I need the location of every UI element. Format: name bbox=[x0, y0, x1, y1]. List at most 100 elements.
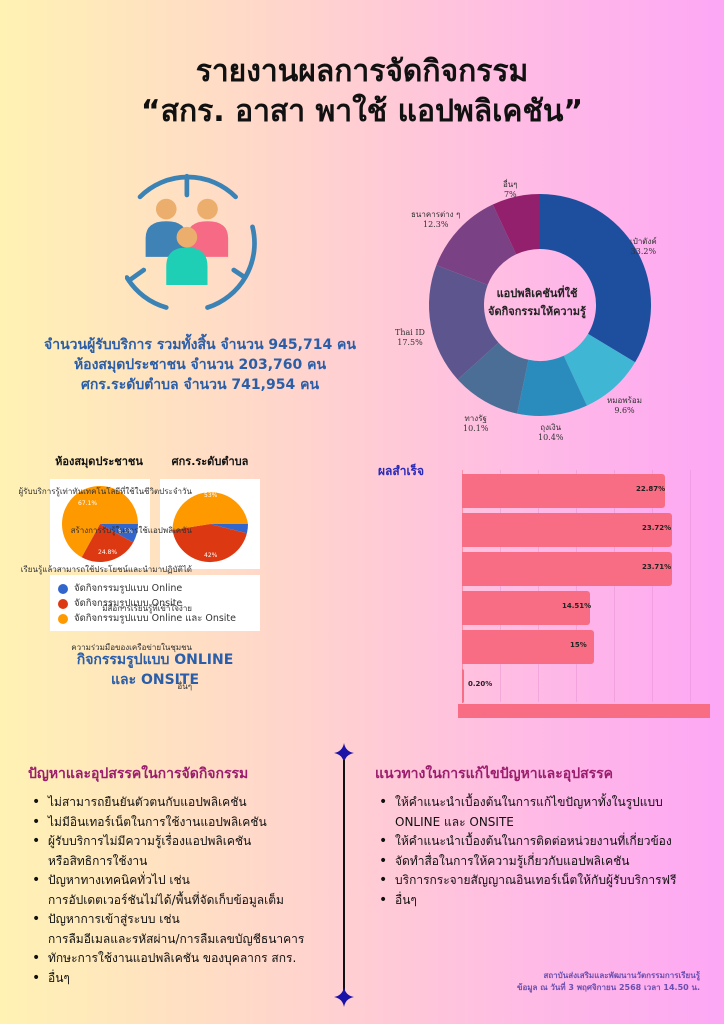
item-text: ให้คำแนะนำเบื้องต้นในการติดต่อหน่วยงานที… bbox=[395, 834, 672, 848]
problems-section: ปัญหาและอุปสรรคในการจัดกิจกรรม ไม่สามารถ… bbox=[28, 763, 348, 988]
bar-label: ความร่วมมือของเครือข่ายในชุมชน bbox=[71, 643, 192, 652]
bar bbox=[462, 552, 672, 586]
gridline bbox=[576, 470, 577, 702]
item-text: ไม่สามารถยืนยันตัวตนกับแอปพลิเคชัน bbox=[48, 795, 247, 809]
summary-library: ห้องสมุดประชาชน จำนวน 203,760 คน bbox=[73, 357, 327, 373]
legend-label: จัดกิจกรรมรูปแบบ Onsite bbox=[74, 598, 183, 609]
slice-pct: 7% bbox=[503, 190, 517, 199]
library-pie-title: ห้องสมุดประชาชน bbox=[55, 455, 143, 468]
library-pie-chart: 67.1% 8.1% 24.8% bbox=[50, 479, 150, 569]
bar-value: 23.72% bbox=[642, 524, 672, 532]
slice-name: ธนาคารต่าง ๆ bbox=[411, 210, 461, 219]
success-bar-chart: 22.87% ผู้รับบริการรู้เท่าทันเทคโนโลยีที… bbox=[18, 470, 710, 703]
app-usage-donut-chart: แอปพลิเคชันที่ใช้ จัดกิจกรรมให้ความรู้ เ… bbox=[395, 170, 715, 450]
item-text: การลืมอีเมลและรหัสผ่าน/การลืมเลขบัญชีธนา… bbox=[48, 931, 305, 946]
four-point-star-icon bbox=[334, 743, 354, 763]
subdistrict-pie-chart: 53% 42% bbox=[160, 479, 260, 569]
donut-label-tungngern: ถุงเงิน 10.4% bbox=[538, 423, 563, 443]
item-text: บริการกระจายสัญญาณอินเทอร์เน็ตให้กับผู้ร… bbox=[395, 873, 677, 887]
service-summary: จำนวนผู้รับบริการ รวมทั้งสิ้น จำนวน 945,… bbox=[20, 335, 380, 395]
red-dot-icon bbox=[58, 598, 68, 609]
list-item: อื่นๆ bbox=[28, 969, 348, 989]
list-item: ให้คำแนะนำเบื้องต้นในการแก้ไขปัญหาทั้งใน… bbox=[375, 793, 720, 832]
legend-item-online: จัดกิจกรรมรูปแบบ Online bbox=[58, 581, 252, 596]
bar bbox=[462, 669, 464, 703]
footer-timestamp: ข้อมูล ณ วันที่ 3 พฤศจิกายน 2568 เวลา 14… bbox=[516, 983, 700, 992]
donut-label-others: อื่นๆ 7% bbox=[503, 180, 518, 200]
slice-pct: 17.5% bbox=[397, 338, 423, 347]
item-text: หรือสิทธิการใช้งาน bbox=[48, 853, 148, 868]
summary-total: จำนวนผู้รับบริการ รวมทั้งสิ้น จำนวน 945,… bbox=[44, 337, 356, 353]
library-pct-online: 8.1% bbox=[118, 528, 134, 535]
list-item: ให้คำแนะนำเบื้องต้นในการติดต่อหน่วยงานที… bbox=[375, 832, 720, 852]
donut-center-line-2: จัดกิจกรรมให้ความรู้ bbox=[488, 305, 586, 318]
legend-label: จัดกิจกรรมรูปแบบ Online bbox=[74, 583, 183, 594]
legend-label: จัดกิจกรรมรูปแบบ Online และ Onsite bbox=[74, 613, 236, 624]
donut-label-tangrat: ทางรัฐ 10.1% bbox=[463, 414, 488, 434]
solutions-section: แนวทางในการแก้ไขปัญหาและอุปสรรค ให้คำแนะ… bbox=[375, 763, 720, 910]
mode-line-1: กิจกรรมรูปแบบ ONLINE bbox=[76, 652, 234, 668]
gridline bbox=[538, 470, 539, 702]
chart-scroll-bar bbox=[458, 704, 710, 718]
solutions-title: แนวทางในการแก้ไขปัญหาและอุปสรรค bbox=[375, 766, 614, 782]
slice-name: เป๋าตังค์ bbox=[630, 237, 657, 246]
bar-label: ผู้รับบริการรู้เท่าทันเทคโนโลยีที่ใช้ในช… bbox=[18, 487, 192, 496]
donut-label-mohpromt: หมอพร้อม 9.6% bbox=[607, 396, 642, 416]
list-item: ปัญหาทางเทคนิคทั่วไป เช่นการอัปเดตเวอร์ช… bbox=[28, 871, 348, 910]
list-item: จัดทำสื่อในการให้ความรู้เกี่ยวกับแอปพลิเ… bbox=[375, 852, 720, 872]
list-item: อื่นๆ bbox=[375, 891, 720, 911]
library-pct-both: 67.1% bbox=[78, 500, 98, 507]
slice-pct: 10.4% bbox=[538, 433, 564, 442]
list-item: ไม่สามารถยืนยันตัวตนกับแอปพลิเคชัน bbox=[28, 793, 348, 813]
list-item: ไม่มีอินเทอร์เน็ตในการใช้งานแอปพลิเคชัน bbox=[28, 813, 348, 833]
subdistrict-pct-both: 53% bbox=[204, 492, 218, 499]
subdistrict-pie-title: ศกร.ระดับตำบล bbox=[171, 455, 249, 468]
people-group-icon bbox=[124, 165, 275, 315]
gridline bbox=[690, 470, 691, 702]
donut-center-title: แอปพลิเคชันที่ใช้ จัดกิจกรรมให้ความรู้ bbox=[477, 285, 597, 321]
orange-dot-icon bbox=[58, 613, 68, 624]
mode-legend: จัดกิจกรรมรูปแบบ Online จัดกิจกรรมรูปแบบ… bbox=[50, 575, 260, 631]
problems-title: ปัญหาและอุปสรรคในการจัดกิจกรรม bbox=[28, 766, 249, 782]
legend-item-both: จัดกิจกรรมรูปแบบ Online และ Onsite bbox=[58, 611, 252, 626]
item-text: จัดทำสื่อในการให้ความรู้เกี่ยวกับแอปพลิเ… bbox=[395, 853, 630, 868]
blue-dot-icon bbox=[58, 583, 68, 594]
item-text: ผู้รับบริการไม่มีความรู้เรื่องแอปพลิเคชั… bbox=[48, 834, 252, 848]
title-line-2: “สกร. อาสา พาใช้ แอปพลิเคชัน” bbox=[140, 94, 584, 129]
library-pct-onsite: 24.8% bbox=[98, 549, 118, 556]
slice-pct: 10.1% bbox=[463, 424, 489, 433]
bar-value: 22.87% bbox=[636, 485, 666, 493]
item-text: อื่นๆ bbox=[395, 892, 417, 907]
item-text: ปัญหาการเข้าสู่ระบบ เช่น bbox=[48, 912, 180, 926]
slice-name: หมอพร้อม bbox=[607, 396, 642, 405]
bar-label: เรียนรู้แล้วสามารถใช้ประโยชน์และนำมาปฏิบ… bbox=[20, 565, 192, 574]
bar-value: 14.51% bbox=[562, 602, 592, 610]
section-divider bbox=[343, 760, 345, 990]
bar-label: อื่นๆ bbox=[177, 682, 192, 691]
gridline bbox=[614, 470, 615, 702]
bar bbox=[462, 474, 665, 508]
item-text: ทักษะการใช้งานแอปพลิเคชัน ของบุคลากร สกร… bbox=[48, 951, 297, 965]
slice-name: ทางรัฐ bbox=[464, 414, 487, 423]
page-title: รายงานผลการจัดกิจกรรม “สกร. อาสา พาใช้ แ… bbox=[0, 52, 724, 132]
list-item: บริการกระจายสัญญาณอินเทอร์เน็ตให้กับผู้ร… bbox=[375, 871, 720, 891]
item-text: ONLINE และ ONSITE bbox=[395, 814, 514, 829]
bar bbox=[462, 591, 590, 625]
item-text: ไม่มีอินเทอร์เน็ตในการใช้งานแอปพลิเคชัน bbox=[48, 814, 267, 829]
slice-name: ถุงเงิน bbox=[540, 423, 562, 432]
bar-value: 0.20% bbox=[468, 680, 493, 688]
footer-credit: สถาบันส่งเสริมและพัฒนานวัตกรรมการเรียนรู… bbox=[430, 970, 700, 994]
success-chart-title: ผลสำเร็จ bbox=[378, 464, 425, 478]
gridline bbox=[500, 470, 501, 702]
bar-label: สร้างการรับรู้ในการใช้แอปพลิเคชัน bbox=[70, 526, 192, 535]
footer-org: สถาบันส่งเสริมและพัฒนานวัตกรรมการเรียนรู… bbox=[543, 971, 700, 980]
bar bbox=[462, 630, 594, 664]
mode-line-2: และ ONSITE bbox=[110, 672, 200, 688]
list-item: ทักษะการใช้งานแอปพลิเคชัน ของบุคลากร สกร… bbox=[28, 949, 348, 969]
list-item: ปัญหาการเข้าสู่ระบบ เช่นการลืมอีเมลและรห… bbox=[28, 910, 348, 949]
subdistrict-pct-onsite: 42% bbox=[204, 552, 218, 559]
donut-label-paotang: เป๋าตังค์ 33.2% bbox=[630, 237, 657, 257]
slice-pct: 12.3% bbox=[423, 220, 449, 229]
solutions-list: ให้คำแนะนำเบื้องต้นในการแก้ไขปัญหาทั้งใน… bbox=[375, 793, 720, 910]
item-text: ให้คำแนะนำเบื้องต้นในการแก้ไขปัญหาทั้งใน… bbox=[395, 795, 663, 809]
